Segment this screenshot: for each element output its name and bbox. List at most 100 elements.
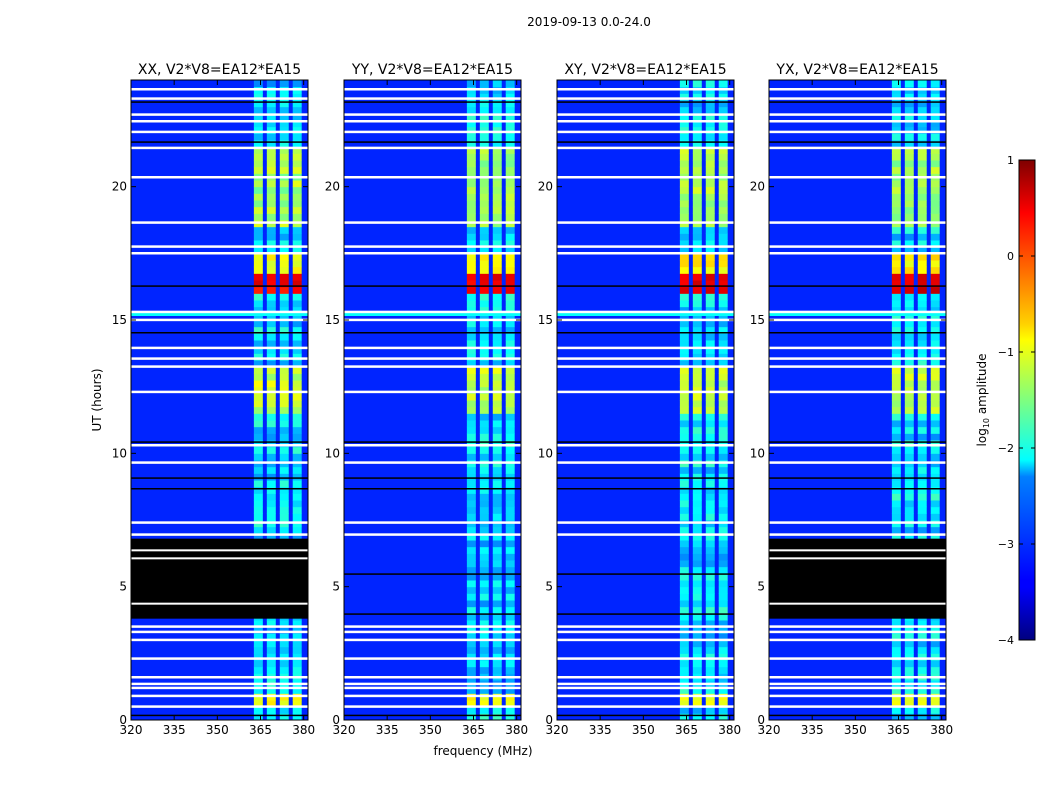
- flagged-white-line: [557, 365, 734, 368]
- rfi-cell: [466, 113, 476, 121]
- rfi-cell: [718, 180, 728, 188]
- rfi-cell: [718, 146, 728, 154]
- rfi-cell: [917, 533, 927, 541]
- rfi-cell: [279, 280, 289, 288]
- rfi-cell: [692, 480, 702, 488]
- rfi-cell: [891, 466, 901, 474]
- rfi-cell: [705, 686, 715, 694]
- rfi-cell: [266, 533, 276, 541]
- flagged-white-line: [769, 686, 946, 690]
- rfi-cell: [492, 600, 502, 608]
- rfi-cell: [479, 473, 489, 481]
- flagged-white-line: [769, 625, 946, 628]
- rfi-cell: [904, 180, 914, 188]
- rfi-cell: [266, 113, 276, 121]
- rfi-cell: [679, 406, 689, 414]
- x-tick-label: 350: [632, 723, 655, 737]
- flagged-white-line: [557, 88, 734, 91]
- rfi-cell: [466, 106, 476, 114]
- rfi-cell: [718, 613, 728, 621]
- rfi-cell: [718, 353, 728, 361]
- rfi-cell: [279, 160, 289, 168]
- rfi-cell: [917, 386, 927, 394]
- rfi-cell: [505, 593, 515, 601]
- x-tick-label: 335: [376, 723, 399, 737]
- rfi-cell: [679, 206, 689, 214]
- rfi-cell: [718, 393, 728, 401]
- rfi-cell: [266, 640, 276, 648]
- rfi-cell: [466, 360, 476, 368]
- rfi-cell: [479, 600, 489, 608]
- flagged-white-line: [769, 318, 946, 322]
- rfi-cell: [279, 180, 289, 188]
- rfi-cell: [292, 393, 302, 401]
- rfi-cell: [718, 240, 728, 248]
- y-tick-label: 15: [750, 313, 765, 327]
- y-tick-label: 10: [325, 446, 340, 460]
- rfi-cell: [891, 180, 901, 188]
- y-tick-label: 10: [750, 446, 765, 460]
- rfi-cell: [279, 246, 289, 254]
- rfi-cell: [266, 133, 276, 141]
- rfi-cell: [266, 160, 276, 168]
- rfi-cell: [492, 593, 502, 601]
- rfi-cell: [279, 660, 289, 668]
- flagged-black-line: [557, 441, 734, 443]
- rfi-cell: [492, 100, 502, 108]
- rfi-cell: [904, 400, 914, 408]
- rfi-cell: [279, 186, 289, 194]
- rfi-cell: [466, 180, 476, 188]
- x-tick-label: 365: [249, 723, 272, 737]
- flagged-white-line: [344, 357, 521, 360]
- rfi-cell: [466, 373, 476, 381]
- rfi-cell: [679, 160, 689, 168]
- rfi-cell: [930, 200, 940, 208]
- rfi-cell: [479, 660, 489, 668]
- rfi-cell: [679, 153, 689, 161]
- rfi-cell: [492, 653, 502, 661]
- rfi-cell: [930, 346, 940, 354]
- rfi-cell: [930, 426, 940, 434]
- rfi-cell: [917, 213, 927, 221]
- rfi-cell: [266, 100, 276, 108]
- rfi-cell: [479, 200, 489, 208]
- rfi-cell: [917, 273, 927, 281]
- rfi-cell: [692, 660, 702, 668]
- rfi-cell: [692, 133, 702, 141]
- rfi-cell: [904, 80, 914, 88]
- rfi-cell: [479, 113, 489, 121]
- rfi-cell: [266, 286, 276, 294]
- rfi-cell: [718, 160, 728, 168]
- flagged-black-block: [131, 538, 308, 619]
- rfi-cell: [253, 646, 263, 654]
- panel-title: XX, V2*V8=EA12*EA15: [138, 62, 301, 78]
- y-tick-label: 10: [538, 446, 553, 460]
- rfi-cell: [679, 306, 689, 314]
- rfi-cell: [492, 213, 502, 221]
- rfi-cell: [505, 386, 515, 394]
- rfi-cell: [253, 326, 263, 334]
- rfi-cell: [466, 266, 476, 274]
- rfi-cell: [505, 193, 515, 201]
- rfi-cell: [492, 366, 502, 374]
- rfi-cell: [266, 300, 276, 308]
- rfi-cell: [266, 280, 276, 288]
- rfi-cell: [718, 253, 728, 261]
- rfi-cell: [479, 440, 489, 448]
- colorbar: −4−3−2−101 log10 amplitude: [975, 154, 1036, 647]
- flagged-black-line: [769, 332, 946, 334]
- rfi-cell: [930, 253, 940, 261]
- rfi-cell: [266, 426, 276, 434]
- rfi-cell: [692, 353, 702, 361]
- rfi-cell: [466, 206, 476, 214]
- rfi-cell: [904, 633, 914, 641]
- flagged-white-line: [769, 461, 946, 464]
- rfi-cell: [904, 660, 914, 668]
- rfi-cell: [279, 386, 289, 394]
- rfi-cell: [679, 200, 689, 208]
- flagged-black-line: [344, 488, 521, 490]
- rfi-cell: [930, 713, 940, 721]
- rfi-cell: [279, 146, 289, 154]
- rfi-cell: [679, 293, 689, 301]
- flagged-white-line: [769, 120, 946, 123]
